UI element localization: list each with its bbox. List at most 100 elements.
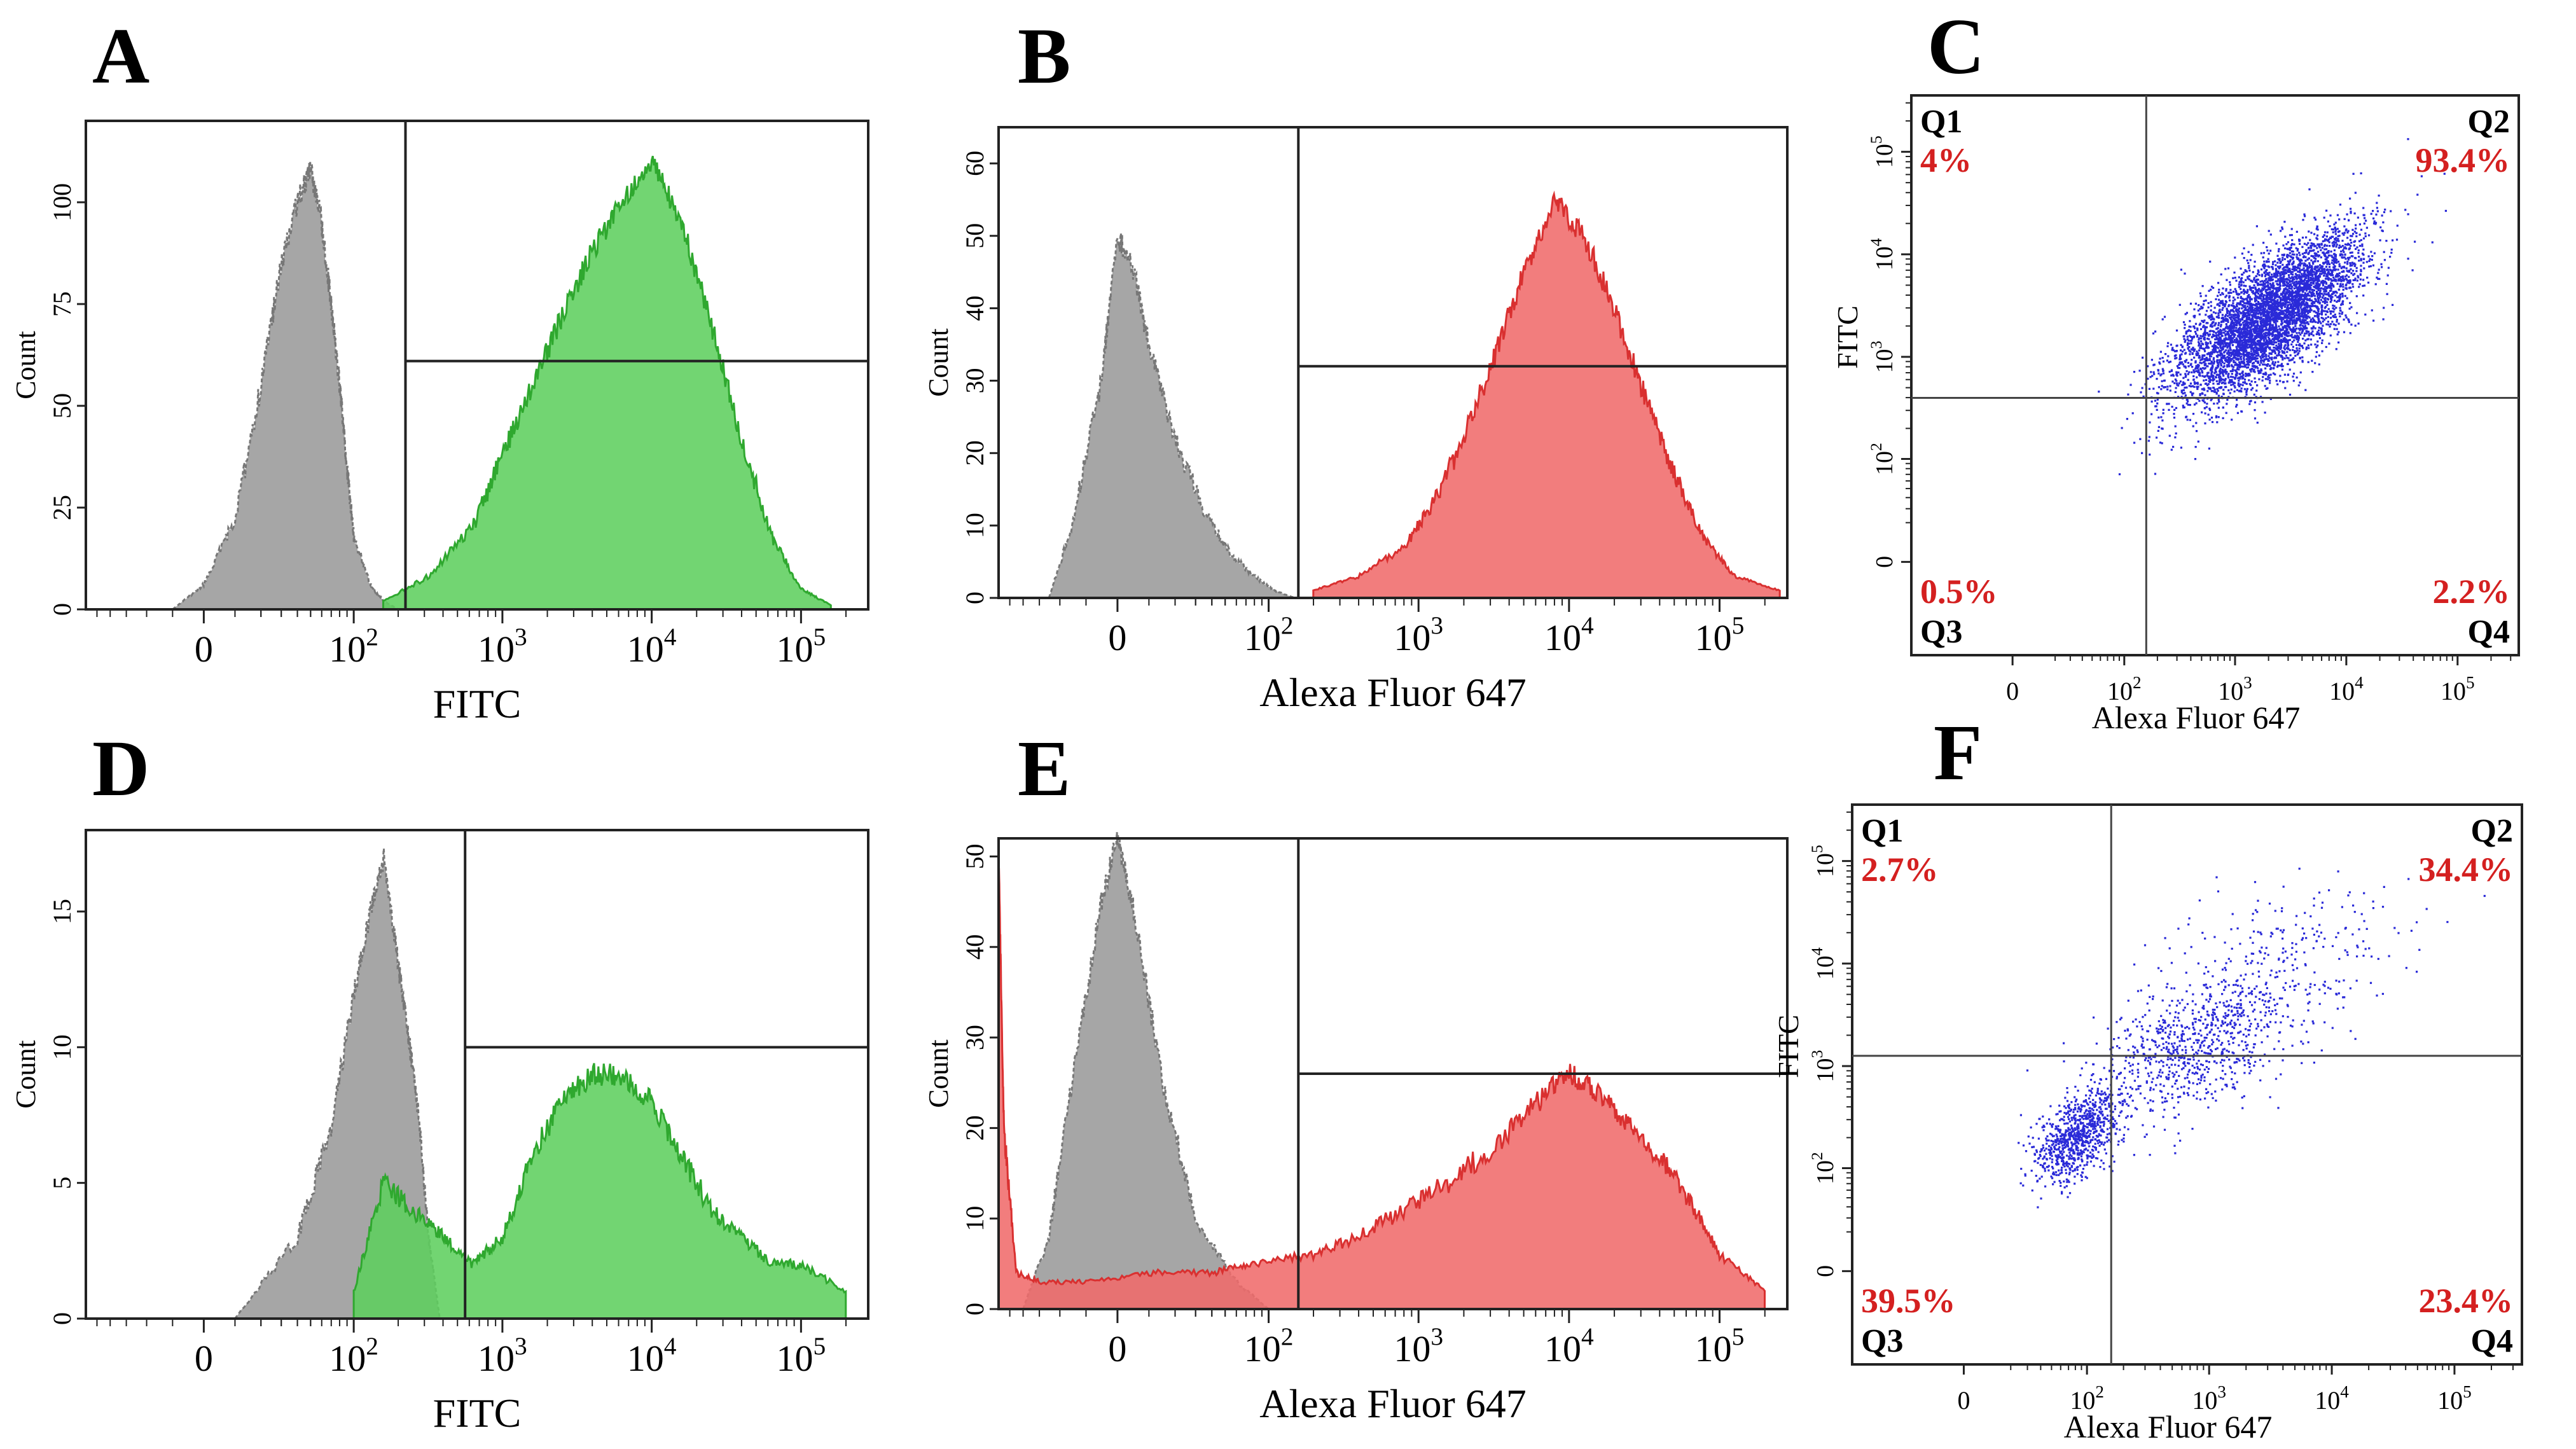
scatter-point <box>2362 237 2365 240</box>
scatter-point <box>2323 310 2326 312</box>
scatter-point <box>2240 324 2242 327</box>
scatter-point <box>2303 270 2306 272</box>
scatter-point <box>2254 287 2257 289</box>
scatter-point <box>2302 312 2304 314</box>
scatter-point <box>2325 323 2328 326</box>
scatter-point <box>2276 309 2278 311</box>
scatter-point <box>2225 372 2227 375</box>
scatter-point <box>2372 217 2375 219</box>
scatter-point <box>2186 335 2189 338</box>
scatter-point <box>2267 323 2269 326</box>
scatter-point <box>2184 323 2186 326</box>
scatter-point <box>2234 357 2237 359</box>
scatter-point <box>2177 366 2180 369</box>
scatter-point <box>2195 333 2198 335</box>
scatter-point <box>2323 319 2326 321</box>
scatter-point <box>2268 260 2270 263</box>
scatter-point <box>2248 278 2250 281</box>
scatter-point <box>2280 318 2282 321</box>
scatter-point <box>2296 288 2299 290</box>
scatter-point <box>2297 308 2300 310</box>
scatter-point <box>2297 328 2300 330</box>
scatter-point <box>2347 242 2350 245</box>
scatter-point <box>2194 446 2197 448</box>
scatter-point <box>2332 279 2335 282</box>
scatter-point <box>2201 367 2204 370</box>
scatter-point <box>2258 345 2261 347</box>
scatter-point <box>2238 307 2241 310</box>
scatter-point <box>2302 256 2305 259</box>
scatter-point <box>2254 343 2256 346</box>
scatter-point <box>2210 301 2212 303</box>
scatter-point <box>2276 366 2279 368</box>
scatter-point <box>2320 249 2322 251</box>
scatter-point <box>2283 282 2286 285</box>
scatter-point <box>2223 357 2226 359</box>
x-tick-label: 104 <box>627 1332 677 1379</box>
scatter-point <box>2211 317 2213 321</box>
scatter-point <box>2314 260 2316 263</box>
scatter-point <box>2299 286 2302 289</box>
scatter-point <box>2431 241 2434 244</box>
scatter-point <box>2199 292 2201 295</box>
scatter-point <box>2292 258 2294 260</box>
scatter-point <box>2214 323 2217 326</box>
scatter-point <box>2353 244 2356 247</box>
scatter-point <box>2190 363 2192 365</box>
scatter-point <box>2225 326 2227 329</box>
scatter-point <box>2244 343 2247 346</box>
scatter-point <box>2311 330 2314 333</box>
scatter-point <box>2245 349 2248 352</box>
scatter-point <box>2203 379 2205 382</box>
scatter-point <box>2118 473 2121 476</box>
scatter-point <box>2235 350 2238 353</box>
scatter-point <box>2261 300 2263 302</box>
scatter-point <box>2208 289 2210 292</box>
x-tick-label: 105 <box>1695 1322 1745 1369</box>
scatter-point <box>2304 293 2307 296</box>
scatter-point <box>2334 239 2337 241</box>
scatter-point <box>2304 389 2307 391</box>
scatter-point <box>2296 376 2298 379</box>
scatter-point <box>2346 263 2349 265</box>
scatter-point <box>2280 338 2282 341</box>
scatter-point <box>2317 333 2320 335</box>
scatter-point <box>2206 390 2209 392</box>
scatter-point <box>2201 375 2204 377</box>
scatter-point <box>2281 340 2284 343</box>
scatter-point <box>2372 319 2375 322</box>
scatter-point <box>2199 322 2202 325</box>
scatter-point <box>2302 298 2305 302</box>
scatter-point <box>2245 318 2248 321</box>
scatter-point <box>2189 302 2192 305</box>
scatter-point <box>2346 237 2349 239</box>
scatter-point <box>2222 373 2224 376</box>
scatter-point <box>2225 314 2227 316</box>
scatter-point <box>2229 335 2232 338</box>
scatter-point <box>2219 333 2221 335</box>
scatter-point <box>2191 337 2194 340</box>
scatter-point <box>2254 350 2256 352</box>
scatter-point <box>2277 309 2280 311</box>
scatter-point <box>2215 376 2217 378</box>
scatter-point <box>2299 293 2301 296</box>
scatter-point <box>2320 242 2323 245</box>
scatter-point <box>2188 385 2191 387</box>
scatter-point <box>2323 244 2326 246</box>
scatter-point <box>2188 345 2191 349</box>
scatter-point <box>2260 349 2262 352</box>
scatter-point <box>2363 267 2365 270</box>
scatter-point <box>2220 364 2222 367</box>
scatter-point <box>2291 268 2294 271</box>
scatter-point <box>2217 343 2219 345</box>
scatter-point <box>2277 317 2280 320</box>
scatter-point <box>2262 310 2265 312</box>
scatter-point <box>2283 338 2286 340</box>
scatter-point <box>2365 261 2368 263</box>
scatter-point <box>2271 287 2274 289</box>
scatter-point <box>2300 278 2303 281</box>
scatter-point <box>2198 373 2201 376</box>
scatter-point <box>2196 335 2199 338</box>
scatter-point <box>2333 308 2336 310</box>
